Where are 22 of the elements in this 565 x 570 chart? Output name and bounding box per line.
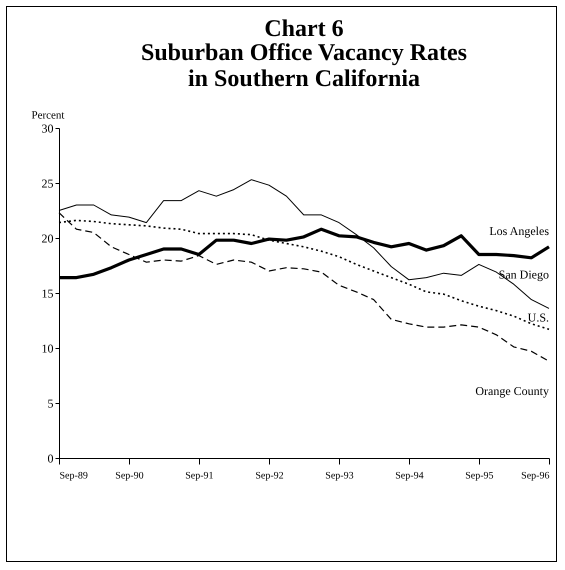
x-tick-label: Sep-95 bbox=[465, 470, 494, 482]
series-label: San Diego bbox=[498, 267, 549, 282]
chart-title: Chart 6 bbox=[264, 16, 344, 42]
series-label: Orange County bbox=[475, 384, 549, 398]
y-tick-label: 10 bbox=[42, 342, 54, 356]
y-tick-label: 20 bbox=[42, 232, 54, 246]
y-tick-label: 25 bbox=[42, 176, 54, 190]
x-tick-label: Sep-92 bbox=[255, 470, 284, 482]
x-tick-label: Sep-89 bbox=[60, 470, 88, 482]
y-tick-label: 5 bbox=[48, 396, 54, 410]
x-tick-label: Sep-94 bbox=[395, 470, 424, 482]
chart-subtitle: Suburban Office Vacancy Rates in Southern California bbox=[140, 40, 468, 92]
series-label: Los Angeles bbox=[489, 224, 550, 238]
x-tick-label: Sep-96 bbox=[521, 470, 550, 482]
x-tick-label: Sep-90 bbox=[115, 470, 144, 482]
y-tick-label: 30 bbox=[42, 122, 54, 136]
series-label: U.S. bbox=[528, 310, 549, 324]
y-axis-title: Percent bbox=[32, 110, 64, 122]
x-tick-label: Sep-91 bbox=[185, 470, 214, 482]
y-tick-label: 15 bbox=[42, 286, 54, 300]
y-tick-label: 0 bbox=[48, 452, 54, 466]
x-tick-label: Sep-93 bbox=[325, 470, 354, 482]
